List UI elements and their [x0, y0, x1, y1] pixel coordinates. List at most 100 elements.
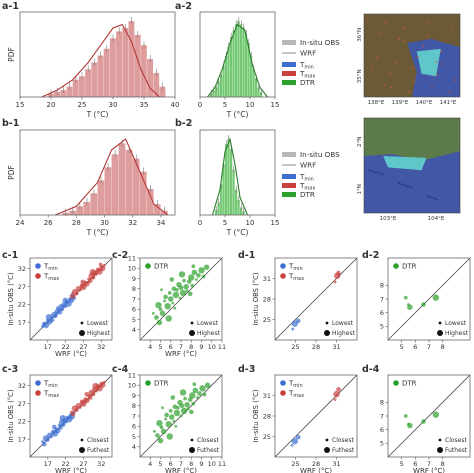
- x-axis-label: WRF (°C): [55, 350, 87, 358]
- data-point-dtr: [184, 401, 190, 408]
- y-tick-label: 9: [132, 275, 136, 283]
- size-legend-large: [324, 330, 330, 336]
- y-tick-label: 7: [380, 412, 384, 420]
- station-marker: [367, 17, 369, 19]
- legend-label-tmax: Tmax: [299, 69, 315, 80]
- data-point-dtr: [172, 404, 178, 410]
- data-point-dtr: [154, 315, 159, 320]
- size-legend-small: [325, 321, 329, 325]
- x-tick-label: 11: [218, 343, 226, 351]
- histogram-bar: [111, 154, 119, 215]
- data-point-dtr: [164, 412, 169, 418]
- histogram-bar: [104, 167, 112, 215]
- one-to-one-line: [139, 257, 223, 341]
- data-point-tmax: [91, 392, 96, 397]
- size-legend-large: [79, 447, 85, 453]
- x-tick-label: 9: [199, 460, 203, 468]
- histogram-bar: [240, 207, 243, 215]
- data-point-dtr: [421, 419, 426, 424]
- panel-label: d-4: [362, 364, 380, 375]
- x-tick-label: 32: [128, 219, 137, 227]
- x-tick-label: 5: [400, 460, 404, 468]
- island-marker: [368, 169, 372, 172]
- x-tick-label: 17: [44, 343, 52, 351]
- station-marker: [413, 80, 415, 82]
- data-point-dtr: [157, 437, 164, 444]
- map-panel-bottom: [363, 117, 461, 214]
- x-tick-label: 10: [246, 101, 255, 109]
- data-point-tmax: [333, 390, 340, 398]
- legend-label-tmax: Tmax: [43, 273, 59, 283]
- data-point-dtr: [164, 302, 171, 310]
- data-point-dtr: [183, 283, 189, 290]
- data-point-dtr: [160, 288, 163, 292]
- data-point-dtr: [155, 301, 162, 309]
- y-tick-label: 22: [18, 301, 26, 309]
- histogram-bar: [90, 193, 98, 215]
- wrf-pdf-curve: [211, 137, 249, 216]
- data-point-tmin: [291, 320, 299, 327]
- legend-label-tmin: Tmin: [299, 172, 314, 183]
- data-point-tmax: [333, 272, 341, 279]
- panel-label: a-2: [175, 1, 192, 12]
- data-point-dtr: [152, 429, 156, 433]
- legend-swatch-tmin: [35, 380, 41, 386]
- data-point-dtr: [179, 414, 183, 418]
- histogram-bar: [235, 189, 238, 215]
- x-axis-label: WRF (°C): [413, 467, 445, 473]
- legend-swatch-tmin: [280, 263, 286, 269]
- y-tick-label: 6: [132, 423, 136, 431]
- histogram-bar: [245, 33, 248, 97]
- data-point-tmin: [55, 306, 60, 311]
- histogram-bar: [230, 36, 233, 97]
- station-marker: [449, 90, 451, 92]
- data-point-dtr: [160, 428, 167, 435]
- y-tick-label: 11: [128, 371, 136, 379]
- size-legend-label-large: Futhest: [332, 447, 355, 454]
- histogram-bar: [122, 28, 129, 97]
- map-x-tick-label: 138°E: [368, 100, 385, 106]
- data-point-tmax: [333, 280, 337, 284]
- x-tick-label: 5: [223, 219, 227, 227]
- data-point-dtr: [197, 391, 202, 396]
- data-point-tmax: [84, 280, 90, 287]
- histogram-bar: [72, 79, 79, 97]
- size-legend-label-large: Highest: [197, 330, 221, 337]
- wrf-pdf-curve: [207, 23, 268, 98]
- data-point-tmin: [61, 423, 66, 427]
- data-point-tmin: [59, 414, 66, 422]
- station-marker: [404, 40, 406, 42]
- size-legend-label-small: Closest: [87, 437, 109, 444]
- x-tick-label: 25: [291, 343, 299, 351]
- data-point-dtr: [196, 273, 201, 278]
- station-marker: [440, 50, 442, 52]
- data-point-tmax: [78, 288, 82, 292]
- data-point-dtr: [178, 296, 182, 300]
- histogram-axes-frame: [199, 11, 276, 98]
- data-point-tmax: [98, 262, 103, 267]
- legend-label-obs: In-situ OBS: [300, 150, 340, 159]
- map-x-tick-label: 103°E: [380, 216, 397, 222]
- histogram-bar: [225, 55, 228, 97]
- station-marker: [376, 57, 378, 59]
- x-tick-label: 31: [332, 343, 340, 351]
- x-tick-label: 15: [271, 219, 280, 227]
- data-point-tmax: [99, 265, 106, 272]
- data-point-tmax: [99, 382, 106, 388]
- station-marker: [435, 61, 437, 63]
- legend-label-dtr: DTR: [154, 263, 169, 271]
- histogram-bar: [232, 169, 235, 215]
- station-marker: [403, 27, 405, 29]
- x-tick-label: 7: [179, 460, 183, 468]
- data-point-dtr: [201, 274, 206, 279]
- size-legend-label-small: Lowest: [197, 320, 219, 327]
- x-tick-label: 40: [171, 101, 180, 109]
- data-point-tmax: [91, 275, 96, 280]
- legend-swatch-tmax: [282, 71, 296, 76]
- x-tick-label: 27: [79, 460, 87, 468]
- x-tick-label: 30: [100, 219, 109, 227]
- x-tick-label: 11: [218, 460, 226, 468]
- histogram-bar: [118, 143, 126, 215]
- histogram-bar: [146, 188, 154, 215]
- station-marker: [417, 56, 419, 58]
